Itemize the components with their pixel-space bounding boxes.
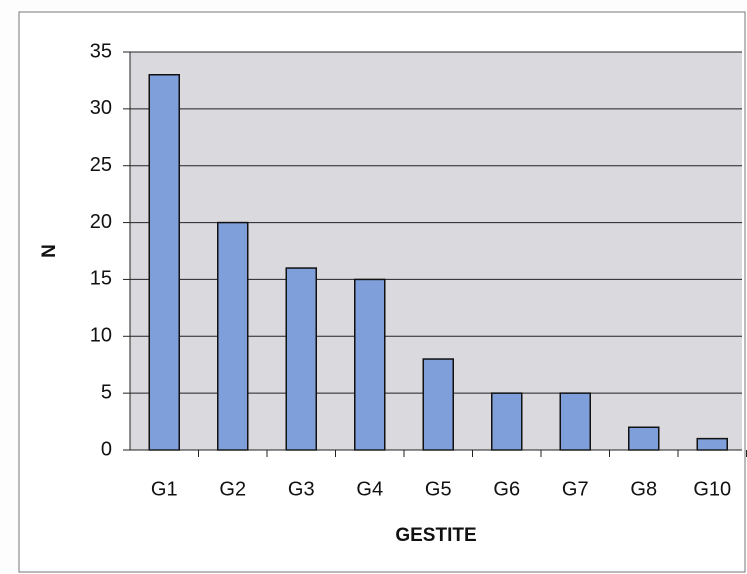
x-tick-label: G1 bbox=[151, 478, 178, 500]
bar bbox=[217, 221, 249, 451]
bar bbox=[491, 392, 523, 451]
bar bbox=[696, 437, 728, 451]
x-tick-label: G8 bbox=[630, 478, 657, 500]
y-tick-label: 15 bbox=[90, 268, 112, 290]
y-tick-label: 30 bbox=[90, 97, 112, 119]
bar bbox=[559, 392, 591, 451]
bar bbox=[285, 267, 317, 451]
x-axis-title: GESTITE bbox=[395, 525, 476, 546]
bar bbox=[422, 358, 454, 451]
y-tick-label: 10 bbox=[90, 325, 112, 347]
y-axis-title: N bbox=[39, 244, 60, 258]
y-tick-label: 5 bbox=[101, 381, 112, 403]
x-tick-label: G7 bbox=[562, 478, 589, 500]
y-tick-label: 35 bbox=[90, 40, 112, 62]
x-tick-label: G3 bbox=[288, 478, 315, 500]
bar bbox=[148, 73, 180, 451]
x-tick-label: G5 bbox=[425, 478, 452, 500]
y-tick-label: 20 bbox=[90, 211, 112, 233]
y-tick-label: 25 bbox=[90, 154, 112, 176]
x-tick-label: G4 bbox=[356, 478, 383, 500]
y-tick-label: 0 bbox=[101, 438, 112, 460]
x-tick-label: G6 bbox=[493, 478, 520, 500]
x-tick-label: G2 bbox=[219, 478, 246, 500]
bar bbox=[354, 278, 386, 451]
bar bbox=[628, 426, 660, 451]
x-tick-label: G10 bbox=[693, 478, 731, 500]
